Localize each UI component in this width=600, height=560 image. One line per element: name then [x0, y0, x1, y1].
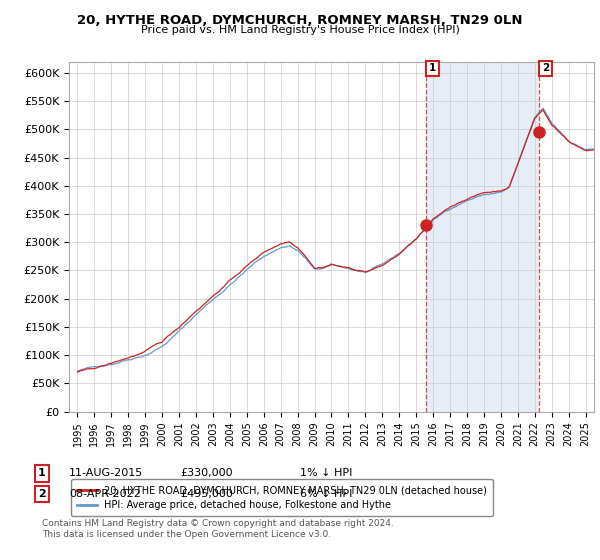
Text: £330,000: £330,000 [180, 468, 233, 478]
Text: Contains HM Land Registry data © Crown copyright and database right 2024.
This d: Contains HM Land Registry data © Crown c… [42, 520, 394, 539]
Text: 20, HYTHE ROAD, DYMCHURCH, ROMNEY MARSH, TN29 0LN: 20, HYTHE ROAD, DYMCHURCH, ROMNEY MARSH,… [77, 14, 523, 27]
Text: 2: 2 [38, 489, 46, 499]
Text: £495,000: £495,000 [180, 489, 233, 499]
Text: 1% ↓ HPI: 1% ↓ HPI [300, 468, 352, 478]
Text: 1: 1 [38, 468, 46, 478]
Text: Price paid vs. HM Land Registry's House Price Index (HPI): Price paid vs. HM Land Registry's House … [140, 25, 460, 35]
Text: 2: 2 [542, 63, 549, 73]
Text: 1: 1 [429, 63, 436, 73]
Bar [427, 62, 539, 412]
Legend: 20, HYTHE ROAD, DYMCHURCH, ROMNEY MARSH, TN29 0LN (detached house), HPI: Average: 20, HYTHE ROAD, DYMCHURCH, ROMNEY MARSH,… [71, 479, 493, 516]
Text: 6% ↓ HPI: 6% ↓ HPI [300, 489, 352, 499]
Text: 11-AUG-2015: 11-AUG-2015 [69, 468, 143, 478]
Text: 08-APR-2022: 08-APR-2022 [69, 489, 141, 499]
